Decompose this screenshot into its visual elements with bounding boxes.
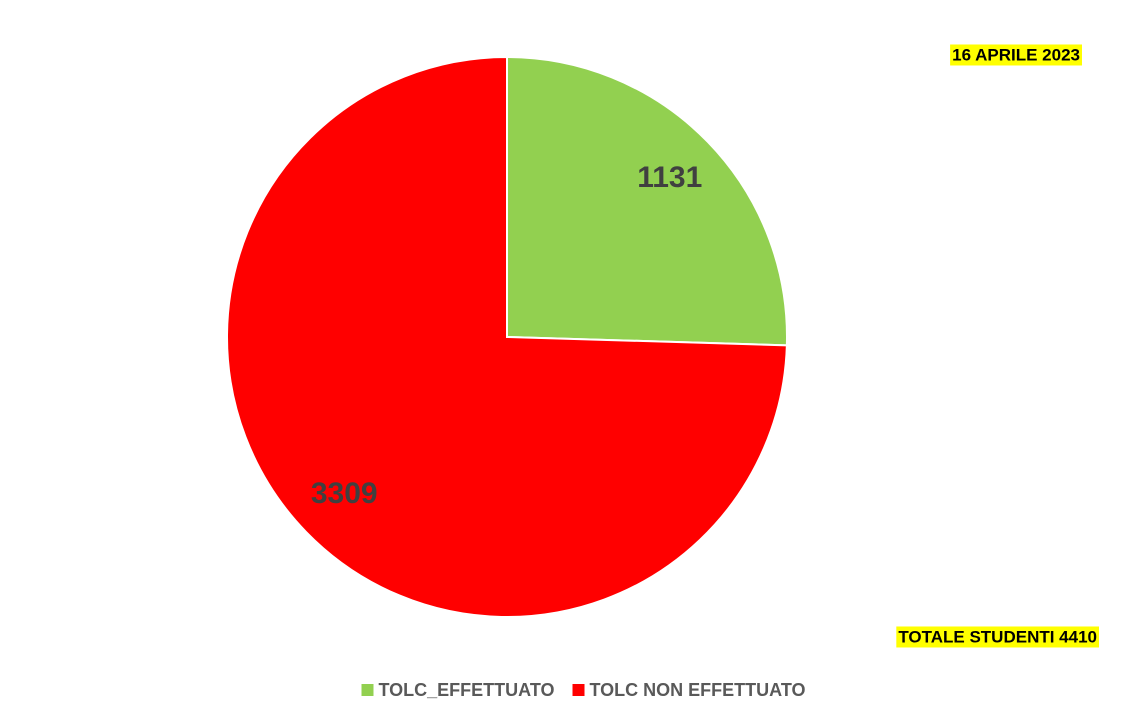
legend-label: TOLC_EFFETTUATO (378, 680, 554, 700)
pie-slice (506, 55, 788, 347)
data-label: 1131 (637, 161, 702, 194)
legend-swatch (361, 684, 374, 696)
legend-label: TOLC NON EFFETTUATO (590, 680, 806, 700)
annotation-highlight (896, 626, 1099, 648)
annotation: 16 APRILE 2023 (952, 45, 1080, 64)
legend: TOLC_EFFETTUATO TOLC NON EFFETTUATO (361, 680, 806, 700)
data-label: 3309 (311, 477, 378, 510)
annotation-highlight (950, 44, 1082, 66)
annotation: TOTALE STUDENTI 4410 (898, 627, 1097, 646)
legend-swatch (572, 684, 585, 696)
pie (226, 55, 788, 618)
pie-slice (226, 55, 788, 618)
annotations: 16 APRILE 2023 TOTALE STUDENTI 4410 (896, 44, 1099, 648)
data-labels: 1131 3309 (311, 161, 702, 510)
